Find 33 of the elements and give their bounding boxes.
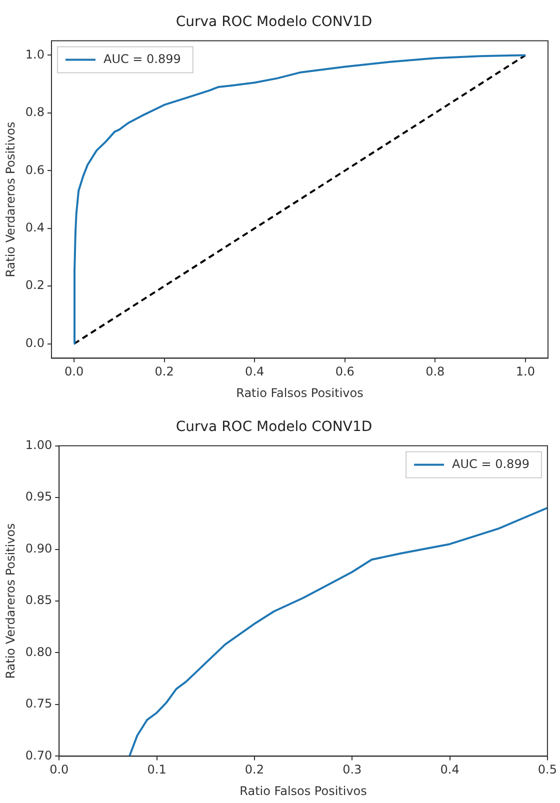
- y-tick-label: 0.95: [25, 490, 52, 504]
- x-tick-label: 0.0: [64, 364, 84, 379]
- x-tick-label: 0.6: [335, 364, 354, 379]
- x-axis-title: Ratio Falsos Positivos: [240, 784, 367, 798]
- y-tick-label: 0.4: [25, 220, 44, 234]
- y-tick-label: 1.0: [25, 47, 44, 62]
- y-tick-label: 0.70: [25, 748, 52, 762]
- x-tick-label: 0.8: [426, 364, 445, 379]
- y-tick-label: 0.2: [25, 278, 44, 292]
- legend-label: AUC = 0.899: [452, 456, 530, 471]
- y-tick-label: 0.8: [25, 105, 44, 120]
- y-axis-title: Ratio Verdareros Positivos: [3, 523, 18, 679]
- x-tick-label: 1.0: [516, 364, 535, 379]
- legend-label: AUC = 0.899: [103, 52, 181, 66]
- y-tick-label: 0.75: [25, 696, 52, 711]
- x-tick-label: 0.3: [342, 762, 362, 777]
- chart-title: Curva ROC Modelo CONV1D: [176, 14, 372, 30]
- x-tick-label: 0.2: [154, 364, 174, 379]
- chart-title: Curva ROC Modelo CONV1D: [176, 419, 372, 436]
- y-tick-label: 0.0: [25, 336, 44, 350]
- x-tick-label: 0.4: [440, 762, 460, 777]
- y-axis-title: Ratio Verdareros Positivos: [3, 122, 18, 278]
- x-tick-label: 0.4: [245, 364, 264, 379]
- x-tick-label: 0.0: [50, 762, 69, 777]
- x-tick-label: 0.1: [147, 762, 166, 777]
- x-axis-title: Ratio Falsos Positivos: [236, 386, 364, 400]
- y-tick-label: 0.80: [25, 644, 52, 659]
- y-tick-label: 0.85: [25, 593, 52, 608]
- y-tick-label: 1.00: [25, 438, 52, 452]
- y-tick-label: 0.90: [25, 541, 52, 556]
- x-tick-label: 0.5: [538, 762, 558, 777]
- x-tick-label: 0.2: [244, 762, 264, 777]
- y-tick-label: 0.6: [25, 162, 44, 177]
